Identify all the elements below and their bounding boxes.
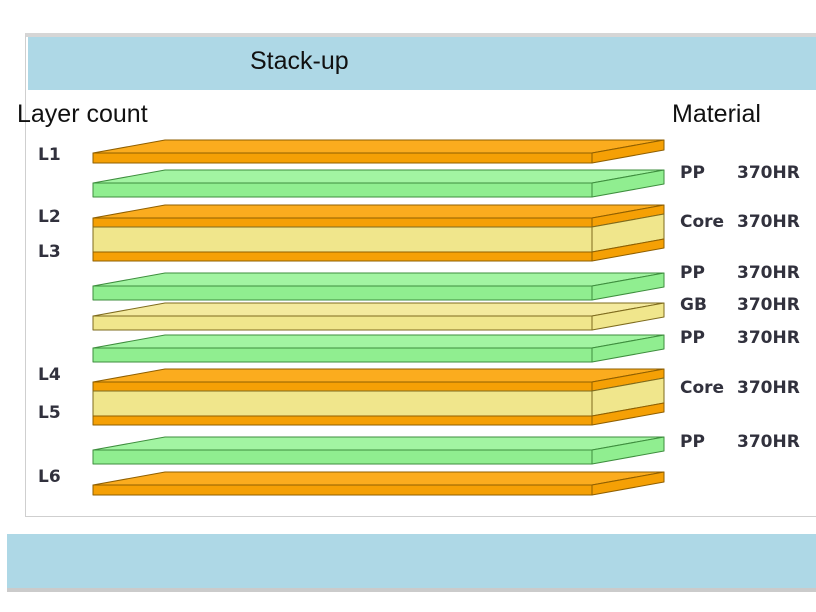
material-row-5: PP 370HR xyxy=(680,328,800,348)
stack-layer-pp-3 xyxy=(92,334,665,363)
material-row-4: GB 370HR xyxy=(680,295,800,315)
layer-count-column-title: Layer count xyxy=(17,100,148,128)
material-grade: 370HR xyxy=(737,432,800,452)
material-row-2: Core 370HR xyxy=(680,212,800,232)
material-grade: 370HR xyxy=(737,328,800,348)
material-grade: 370HR xyxy=(737,212,800,232)
stack-layer-pp-4 xyxy=(92,436,665,465)
material-grade: 370HR xyxy=(737,295,800,315)
material-name: PP xyxy=(680,263,705,283)
material-row-1: PP 370HR xyxy=(680,163,800,183)
material-name: PP xyxy=(680,163,705,183)
stack-layer-copper-l1 xyxy=(92,139,665,164)
material-row-7: PP 370HR xyxy=(680,432,800,452)
stack-layer-pp-1 xyxy=(92,169,665,198)
bottom-bar xyxy=(7,534,816,592)
layer-count-label-l3: L3 xyxy=(38,242,61,262)
stackup-title: Stack-up xyxy=(250,47,349,75)
material-grade: 370HR xyxy=(737,263,800,283)
material-name: Core xyxy=(680,212,725,232)
layer-count-label-l6: L6 xyxy=(38,467,61,487)
stack-layer-pp-2 xyxy=(92,272,665,301)
layer-count-label-l5: L5 xyxy=(38,403,61,423)
material-grade: 370HR xyxy=(737,378,800,398)
stack-layer-copper-l6 xyxy=(92,471,665,496)
stack-layer-gb xyxy=(92,302,665,331)
stack-layer-core-2 xyxy=(92,368,665,426)
material-name: Core xyxy=(680,378,725,398)
material-name: PP xyxy=(680,432,705,452)
layer-count-label-l1: L1 xyxy=(38,145,61,165)
material-name: PP xyxy=(680,328,705,348)
material-column-title: Material xyxy=(672,100,761,128)
stack-layer-core-1 xyxy=(92,204,665,262)
layer-count-label-l2: L2 xyxy=(38,207,61,227)
layer-count-label-l4: L4 xyxy=(38,365,61,385)
material-grade: 370HR xyxy=(737,163,800,183)
material-row-6: Core 370HR xyxy=(680,378,800,398)
material-name: GB xyxy=(680,295,707,315)
stackup-header-bar xyxy=(28,37,816,90)
material-row-3: PP 370HR xyxy=(680,263,800,283)
